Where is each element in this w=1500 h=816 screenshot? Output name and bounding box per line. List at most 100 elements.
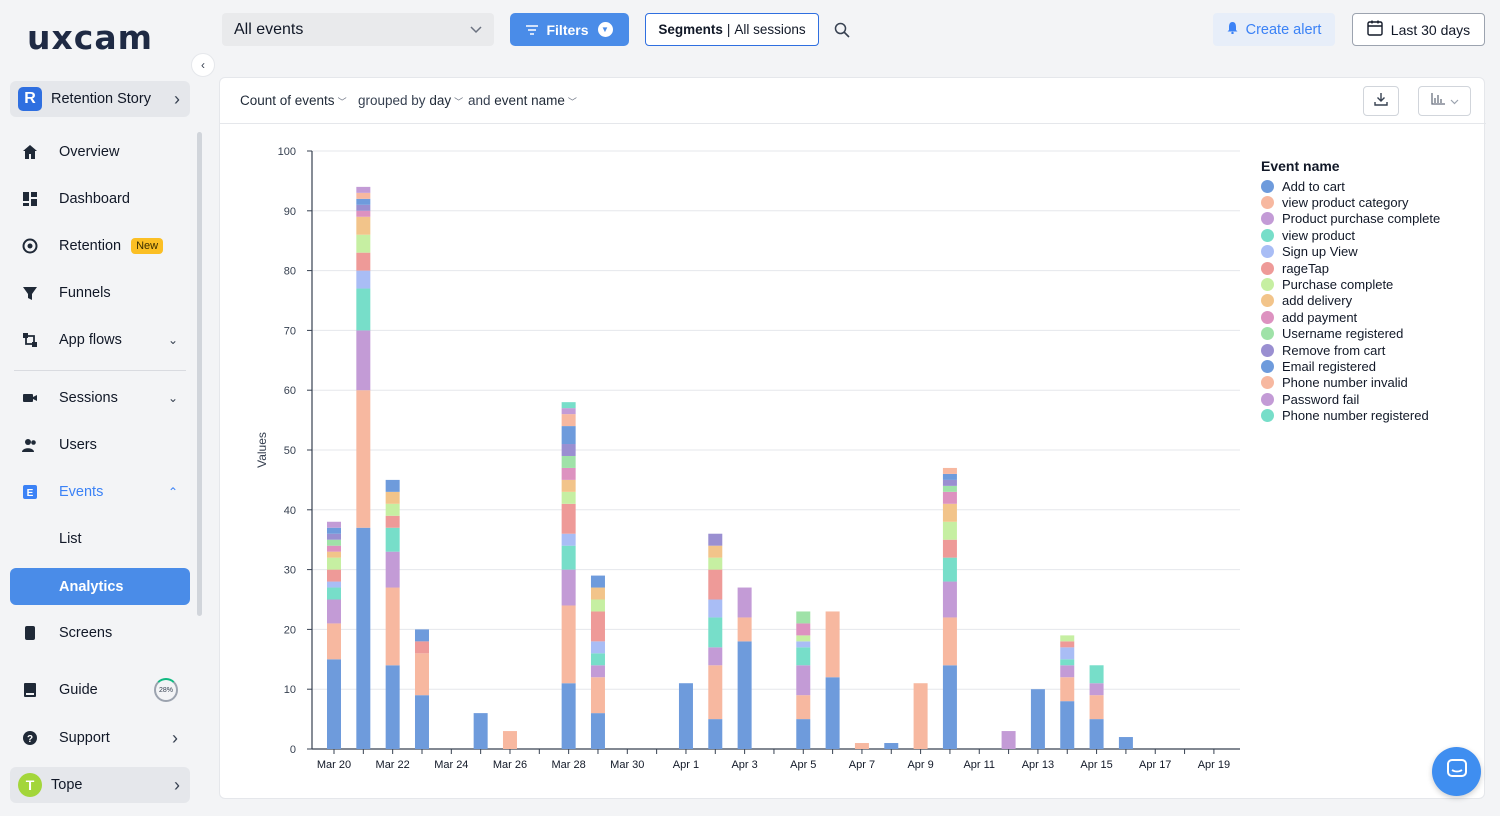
bar-segment (385, 491, 400, 504)
chat-button[interactable] (1432, 747, 1481, 796)
bar-segment (1060, 677, 1075, 702)
legend-item[interactable]: view product (1261, 227, 1440, 243)
breakdown-prefix: and (468, 93, 491, 108)
bar-segment (327, 539, 341, 546)
bar-chart-icon (1430, 92, 1445, 110)
search-icon[interactable] (834, 22, 850, 43)
legend-item[interactable]: add delivery (1261, 293, 1440, 309)
legend-item[interactable]: Username registered (1261, 326, 1440, 342)
sidebar-item-label: Users (59, 437, 97, 453)
legend-item[interactable]: Password fail (1261, 391, 1440, 407)
y-tick-label: 70 (284, 325, 296, 337)
event-select[interactable]: All events (222, 13, 494, 46)
legend-item[interactable]: Remove from cart (1261, 342, 1440, 358)
project-switcher[interactable]: R Retention Story › (10, 81, 190, 117)
sidebar-item-label: Events (59, 484, 104, 500)
legend-swatch (1261, 310, 1274, 324)
sidebar-item-sessions[interactable]: Sessions ⌄ (10, 379, 190, 417)
chevron-down-icon: ﹀ (454, 97, 464, 107)
sidebar-scrollbar[interactable] (197, 132, 202, 616)
chevron-right-icon: › (174, 88, 180, 109)
sidebar-item-analytics[interactable]: Analytics (10, 568, 190, 605)
sidebar-item-events[interactable]: E Events ⌃ (10, 473, 190, 511)
sidebar-item-users[interactable]: Users (10, 426, 190, 464)
legend-swatch (1261, 245, 1274, 259)
sidebar-item-label: Dashboard (59, 191, 130, 207)
sidebar-item-label: Retention (59, 238, 122, 254)
legend-swatch (1261, 179, 1274, 193)
legend-item[interactable]: Phone number registered (1261, 407, 1440, 423)
sidebar-item-retention[interactable]: Retention New (10, 227, 190, 265)
create-alert-button[interactable]: Create alert (1213, 13, 1335, 46)
create-alert-label: Create alert (1245, 21, 1322, 38)
sidebar-item-guide[interactable]: Guide 28% (10, 671, 190, 709)
bar-segment (678, 683, 693, 749)
user-menu[interactable]: T Tope › (10, 767, 190, 803)
bar-segment (561, 533, 576, 546)
bar-segment (356, 252, 371, 271)
sidebar-item-support[interactable]: ? Support › (10, 719, 190, 757)
legend-item[interactable]: Add to cart (1261, 178, 1440, 194)
y-axis-label: Values (255, 432, 269, 468)
legend-label: Password fail (1282, 391, 1360, 407)
bar-segment (327, 569, 341, 582)
legend-label: rageTap (1282, 260, 1329, 276)
project-avatar: R (18, 87, 42, 111)
x-tick-label: Apr 17 (1139, 759, 1171, 771)
bar-segment (708, 599, 723, 618)
bar-segment (590, 677, 605, 714)
sidebar-item-dashboard[interactable]: Dashboard (10, 180, 190, 218)
legend-item[interactable]: Email registered (1261, 358, 1440, 374)
collapse-sidebar-button[interactable]: ‹ (191, 53, 215, 77)
bar-segment (590, 653, 605, 666)
filters-button[interactable]: Filters ▼ (510, 13, 629, 46)
group-by-select[interactable]: grouped by day ﹀ (358, 93, 463, 108)
date-range-button[interactable]: Last 30 days (1352, 13, 1485, 46)
bar-segment (385, 503, 400, 516)
uxcam-logo[interactable]: uxcam (27, 18, 153, 57)
x-tick-label: Mar 20 (317, 759, 351, 771)
bar-segment (590, 587, 605, 600)
x-tick-label: Apr 19 (1198, 759, 1230, 771)
bar-segment (356, 216, 371, 235)
metric-select[interactable]: Count of events ﹀ (240, 93, 347, 108)
sidebar-item-screens[interactable]: Screens (10, 614, 190, 652)
legend-item[interactable]: Product purchase complete (1261, 211, 1440, 227)
bar-segment (385, 515, 400, 528)
legend-swatch (1261, 294, 1274, 308)
bar-segment (356, 210, 371, 217)
x-tick-label: Apr 9 (907, 759, 933, 771)
sidebar-item-overview[interactable]: Overview (10, 133, 190, 171)
legend-item[interactable]: view product category (1261, 194, 1440, 210)
sidebar-item-app-flows[interactable]: App flows ⌄ (10, 321, 190, 359)
bar-segment (708, 533, 723, 546)
legend-label: Phone number invalid (1282, 375, 1408, 391)
bar-segment (1060, 665, 1075, 678)
legend-label: Email registered (1282, 358, 1376, 374)
x-tick-label: Apr 13 (1022, 759, 1054, 771)
legend-item[interactable]: rageTap (1261, 260, 1440, 276)
bar-segment (1060, 701, 1075, 749)
x-tick-label: Mar 28 (552, 759, 586, 771)
y-tick-label: 0 (290, 744, 296, 756)
bar-segment (708, 719, 723, 749)
bar-segment (825, 611, 840, 678)
chart-type-button[interactable] (1418, 86, 1471, 116)
help-icon: ? (20, 730, 40, 746)
user-avatar: T (18, 773, 42, 797)
breakdown-select[interactable]: and event name ﹀ (468, 93, 577, 108)
chart-legend: Event name Add to cart view product categ… (1261, 158, 1440, 424)
sidebar-item-label: Guide (59, 682, 98, 698)
legend-swatch (1261, 212, 1274, 226)
legend-item[interactable]: Sign up View (1261, 244, 1440, 260)
legend-item[interactable]: Phone number invalid (1261, 375, 1440, 391)
chat-icon (1446, 758, 1468, 785)
bar-segment (796, 647, 811, 666)
legend-item[interactable]: add payment (1261, 309, 1440, 325)
download-button[interactable] (1363, 86, 1399, 116)
segments-button[interactable]: Segments | All sessions (645, 13, 819, 46)
legend-item[interactable]: Purchase complete (1261, 276, 1440, 292)
sidebar-item-funnels[interactable]: Funnels (10, 274, 190, 312)
sidebar-item-list[interactable]: List (10, 520, 190, 558)
y-tick-label: 100 (278, 146, 296, 158)
